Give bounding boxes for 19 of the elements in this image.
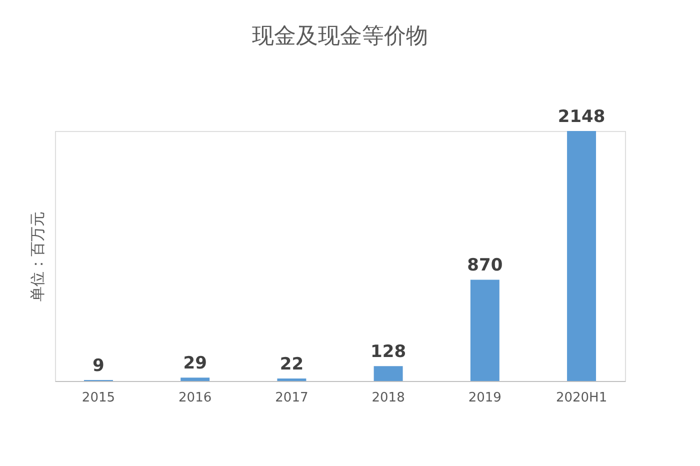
y-axis-title: 单位：百万元 xyxy=(28,212,46,302)
x-tick-label: 2017 xyxy=(275,390,308,406)
data-label: 870 xyxy=(467,256,503,276)
chart-title: 现金及现金等价物 xyxy=(252,24,428,49)
data-label: 9 xyxy=(92,356,104,376)
bar xyxy=(180,378,210,381)
bar xyxy=(374,366,403,381)
data-label: 128 xyxy=(370,342,406,362)
data-label: 22 xyxy=(280,354,304,374)
data-label: 2148 xyxy=(558,107,606,127)
bar xyxy=(470,280,500,381)
x-tick-label: 2019 xyxy=(468,390,502,406)
x-tick-label: 2020H1 xyxy=(556,390,608,406)
bar xyxy=(567,131,596,381)
x-tick-label: 2016 xyxy=(178,390,212,406)
x-tick-label: 2015 xyxy=(82,390,116,406)
x-tick-label: 2018 xyxy=(372,390,405,406)
bar xyxy=(277,378,306,381)
data-label: 29 xyxy=(183,354,207,374)
